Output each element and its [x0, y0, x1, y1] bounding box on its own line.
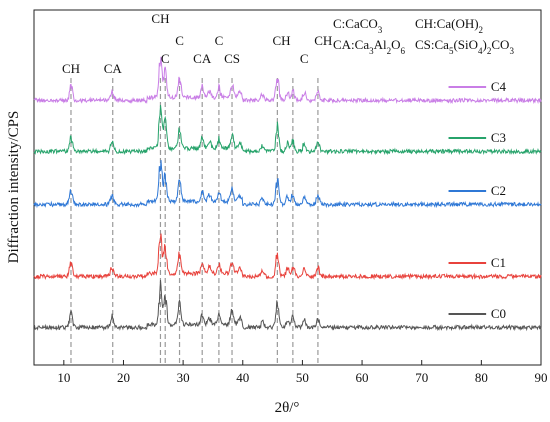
x-tick-label: 30 [177, 370, 190, 385]
peak-label-c: C [215, 33, 224, 48]
peak-label-c: C [175, 33, 184, 48]
x-tick-label: 70 [415, 370, 428, 385]
series-legend: C4 C3 C2 C1 C0 [448, 79, 507, 321]
x-tick-label: 60 [356, 370, 369, 385]
x-tick-label: 90 [535, 370, 548, 385]
x-tick-label: 20 [117, 370, 130, 385]
x-axis-label: 2θ/° [275, 400, 300, 416]
reference-lines [70, 78, 319, 365]
peak-label-cs: CS [224, 51, 240, 66]
peak-label-c: C [161, 51, 170, 66]
peak-label-ch: CH [151, 11, 169, 26]
legend-label-c4: C4 [491, 79, 507, 94]
peak-label-ca: CA [104, 61, 123, 76]
phase-legend-ca: CA:Ca3Al2O6 [333, 37, 406, 56]
legend-label-c3: C3 [491, 130, 506, 145]
peak-label-ch: CH [314, 33, 332, 48]
x-tick-label: 10 [57, 370, 70, 385]
phase-legend-ch: CH:Ca(OH)2 [415, 16, 483, 35]
peak-label-ch: CH [273, 33, 291, 48]
series-line-c1 [33, 233, 542, 281]
x-tick-label: 80 [475, 370, 488, 385]
series-line-c0 [33, 279, 542, 332]
peak-label-ca: CA [193, 51, 212, 66]
plot-frame [33, 9, 542, 366]
legend-label-c0: C0 [491, 306, 506, 321]
phase-legend-c: C:CaCO3 [333, 16, 383, 35]
legend-label-c1: C1 [491, 255, 506, 270]
x-axis-ticks: 10 20 30 40 50 60 70 80 90 [57, 360, 548, 385]
phase-legend: C:CaCO3 CH:Ca(OH)2 CA:Ca3Al2O6 CS:Ca5(Si… [333, 16, 514, 56]
phase-legend-cs: CS:Ca5(SiO4)2CO3 [415, 37, 514, 56]
x-tick-label: 40 [236, 370, 249, 385]
series-line-c4 [33, 56, 542, 105]
peak-label-c: C [300, 51, 309, 66]
peak-label-ch: CH [62, 61, 80, 76]
series-lines [33, 56, 542, 332]
series-line-c3 [33, 104, 542, 156]
y-axis-label: Diffraction intensity/CPS [6, 111, 22, 264]
legend-label-c2: C2 [491, 183, 506, 198]
x-tick-label: 50 [296, 370, 309, 385]
series-line-c2 [33, 159, 542, 209]
